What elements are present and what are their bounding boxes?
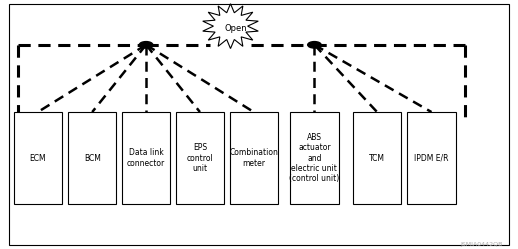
Text: JSMIA0442QB: JSMIA0442QB bbox=[460, 242, 502, 247]
FancyBboxPatch shape bbox=[353, 112, 401, 204]
Polygon shape bbox=[203, 4, 258, 49]
Text: BCM: BCM bbox=[84, 154, 100, 163]
Circle shape bbox=[139, 42, 153, 48]
Text: Open: Open bbox=[224, 24, 247, 33]
Text: TCM: TCM bbox=[369, 154, 385, 163]
FancyBboxPatch shape bbox=[230, 112, 278, 204]
Text: ABS
actuator
and
electric unit
(control unit): ABS actuator and electric unit (control … bbox=[289, 133, 340, 184]
FancyBboxPatch shape bbox=[176, 112, 224, 204]
Text: IPDM E/R: IPDM E/R bbox=[414, 154, 449, 163]
FancyBboxPatch shape bbox=[13, 112, 62, 204]
Circle shape bbox=[308, 42, 321, 48]
FancyBboxPatch shape bbox=[290, 112, 339, 204]
Text: EPS
control
unit: EPS control unit bbox=[186, 143, 213, 173]
FancyBboxPatch shape bbox=[122, 112, 170, 204]
Text: ECM: ECM bbox=[30, 154, 46, 163]
Text: Data link
connector: Data link connector bbox=[127, 148, 165, 168]
FancyBboxPatch shape bbox=[407, 112, 456, 204]
FancyBboxPatch shape bbox=[68, 112, 116, 204]
Text: Combination
meter: Combination meter bbox=[229, 148, 278, 168]
